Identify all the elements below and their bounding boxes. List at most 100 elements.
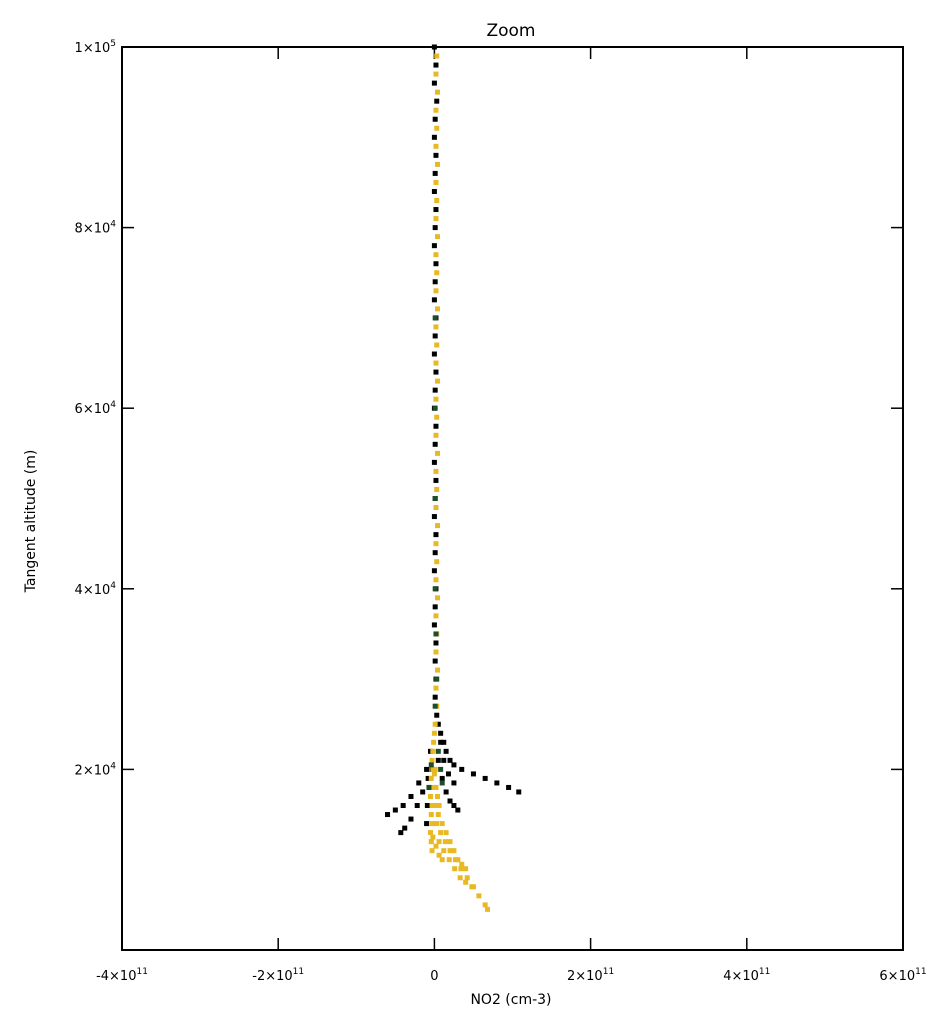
data-point xyxy=(447,839,453,845)
data-point xyxy=(431,771,437,777)
data-point xyxy=(430,748,436,754)
data-point xyxy=(447,757,453,763)
data-point xyxy=(432,766,438,772)
data-point xyxy=(427,830,433,836)
data-point xyxy=(428,839,434,845)
data-point xyxy=(433,577,439,583)
data-point xyxy=(439,857,445,863)
data-point xyxy=(432,586,438,592)
x-tick-label: 2×1011 xyxy=(567,967,614,984)
data-point xyxy=(433,62,439,68)
data-point xyxy=(431,351,437,357)
data-point xyxy=(433,505,439,511)
data-point xyxy=(458,866,464,872)
y-tick-label: 8×104 xyxy=(75,220,117,237)
data-point xyxy=(435,812,441,818)
data-point xyxy=(435,793,441,799)
data-point xyxy=(428,812,434,818)
data-point xyxy=(433,143,439,149)
data-point xyxy=(433,784,439,790)
data-point xyxy=(431,459,437,465)
data-point xyxy=(433,71,439,77)
data-point xyxy=(445,771,451,777)
data-point xyxy=(457,875,463,881)
data-point xyxy=(432,333,438,339)
x-tick-label: 4×1011 xyxy=(723,967,770,984)
data-point xyxy=(435,306,441,312)
data-point xyxy=(451,848,457,854)
data-point xyxy=(431,514,437,520)
data-point xyxy=(433,324,439,330)
data-point xyxy=(431,739,437,745)
data-point xyxy=(429,821,435,827)
data-point xyxy=(459,861,465,867)
data-point xyxy=(451,762,457,768)
data-point xyxy=(434,53,440,59)
data-point xyxy=(433,369,439,375)
data-point xyxy=(442,839,448,845)
data-point xyxy=(427,793,433,799)
data-point xyxy=(431,44,437,50)
data-point xyxy=(435,450,441,456)
data-point xyxy=(433,152,439,158)
data-point xyxy=(435,595,441,601)
data-point xyxy=(464,875,470,881)
data-point xyxy=(414,803,420,809)
x-tick-label: 0 xyxy=(430,969,438,984)
data-point xyxy=(436,839,442,845)
data-point xyxy=(408,816,414,822)
data-point xyxy=(433,631,439,637)
data-point xyxy=(430,834,436,840)
data-point xyxy=(469,884,475,890)
data-point xyxy=(463,879,469,885)
data-point xyxy=(463,866,469,872)
data-point xyxy=(432,658,438,664)
data-point xyxy=(435,378,441,384)
data-point xyxy=(452,866,458,872)
data-point xyxy=(470,771,476,777)
data-point xyxy=(433,649,439,655)
x-tick-label: -4×1011 xyxy=(96,967,148,984)
data-point xyxy=(433,541,439,547)
data-point xyxy=(432,225,438,231)
data-point xyxy=(434,98,440,104)
data-point xyxy=(434,559,440,565)
data-point xyxy=(430,784,436,790)
data-point xyxy=(494,780,500,786)
data-point xyxy=(424,803,430,809)
data-point xyxy=(439,821,445,827)
data-point xyxy=(443,789,449,795)
data-point xyxy=(443,748,449,754)
data-point xyxy=(433,685,439,691)
data-point xyxy=(451,803,457,809)
data-point xyxy=(385,812,391,818)
data-point xyxy=(435,234,441,240)
y-tick-label: 1×105 xyxy=(75,39,116,56)
data-point xyxy=(435,757,441,763)
data-point xyxy=(424,766,430,772)
data-points xyxy=(385,44,522,912)
data-point xyxy=(438,730,444,736)
data-point xyxy=(447,798,453,804)
data-point xyxy=(431,568,437,574)
data-point xyxy=(432,405,438,411)
data-point xyxy=(516,789,522,795)
data-point xyxy=(433,216,439,222)
data-point xyxy=(420,789,426,795)
data-point xyxy=(432,441,438,447)
data-point xyxy=(424,821,430,827)
data-point xyxy=(441,848,447,854)
data-point xyxy=(433,107,439,113)
data-point xyxy=(434,414,440,420)
data-point xyxy=(476,893,482,899)
data-point xyxy=(435,161,441,167)
plot-frame xyxy=(121,46,904,951)
x-tick-label: 6×1011 xyxy=(879,967,926,984)
data-point xyxy=(433,432,439,438)
data-point xyxy=(432,694,438,700)
chart-title: Zoom xyxy=(486,21,535,41)
data-point xyxy=(482,902,488,908)
data-point xyxy=(433,360,439,366)
data-point xyxy=(433,179,439,185)
